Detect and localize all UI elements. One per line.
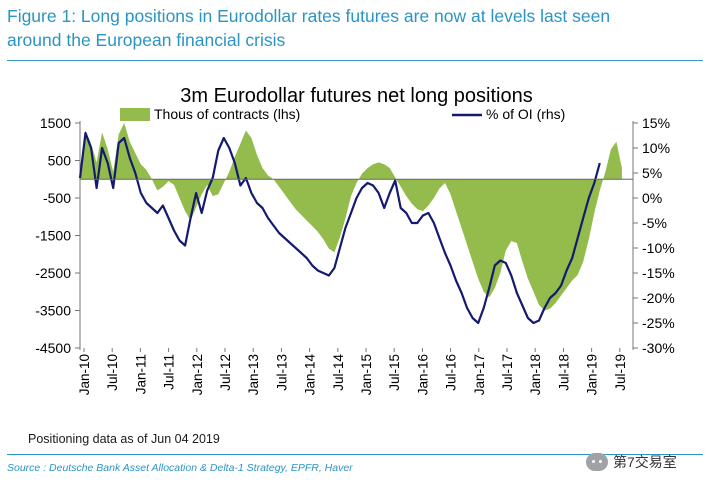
x-tick-label: Jan-14 (303, 354, 318, 396)
figure-title-line-1: Figure 1: Long positions in Eurodollar r… (7, 6, 611, 26)
right-y-tick-label: 5% (642, 165, 662, 181)
x-tick-label: Jul-15 (387, 354, 402, 391)
right-y-tick-label: 0% (642, 190, 662, 206)
right-y-tick-label: -15% (642, 265, 675, 281)
right-y-tick-label: 15% (642, 115, 670, 131)
right-y-tick-label: -25% (642, 315, 675, 331)
legend-area-label: Thous of contracts (lhs) (154, 106, 300, 122)
source-text: Source : Deutsche Bank Asset Allocation … (7, 462, 353, 474)
line-series (78, 131, 601, 325)
x-tick-label: Jan-12 (190, 354, 205, 395)
x-tick-label: Jul-11 (162, 354, 177, 390)
left-y-tick-label: 500 (48, 153, 72, 169)
left-y-tick-label: -4500 (35, 340, 71, 356)
legend-area-swatch (120, 108, 150, 121)
data-note: Positioning data as of Jun 04 2019 (28, 432, 220, 446)
legend-line-label: % of OI (rhs) (486, 106, 565, 122)
left-y-tick-label: -3500 (35, 303, 71, 319)
x-tick-label: Jan-18 (528, 354, 543, 395)
area-series-fill (80, 123, 622, 311)
title-rule (7, 60, 703, 61)
x-tick-label: Jul-14 (331, 354, 346, 391)
left-y-tick-label: 1500 (40, 115, 71, 131)
right-y-tick-label: -10% (642, 240, 675, 256)
x-tick-label: Jul-17 (500, 354, 515, 391)
figure-title: Figure 1: Long positions in Eurodollar r… (7, 4, 703, 52)
x-tick-label: Jan-11 (133, 354, 148, 394)
right-y-tick-label: -5% (642, 215, 667, 231)
right-y-tick-label: -20% (642, 290, 675, 306)
x-tick-label: Jul-16 (444, 354, 459, 391)
left-y-tick-label: -500 (43, 190, 71, 206)
x-tick-label: Jan-16 (415, 354, 430, 395)
source-rule (7, 454, 703, 455)
left-y-tick-label: -1500 (35, 228, 71, 244)
wechat-icon (586, 453, 608, 471)
right-y-tick-label: -30% (642, 340, 675, 356)
x-tick-label: Jul-12 (218, 354, 233, 391)
x-tick-label: Jul-19 (613, 354, 628, 391)
x-tick-label: Jan-15 (359, 354, 374, 395)
figure-title-line-2: around the European financial crisis (7, 30, 286, 50)
chart-title: 3m Eurodollar futures net long positions (180, 85, 532, 107)
watermark-text: 第7交易室 (613, 454, 677, 470)
x-tick-label: Jul-18 (556, 354, 571, 391)
x-tick-label: Jul-13 (274, 354, 289, 391)
x-tick-label: Jul-10 (105, 354, 120, 391)
x-tick-label: Jan-19 (585, 354, 600, 395)
x-tick-label: Jan-10 (77, 354, 92, 395)
x-tick-label: Jan-13 (246, 354, 261, 395)
watermark: 第7交易室 (586, 452, 677, 472)
left-y-tick-label: -2500 (35, 265, 71, 281)
x-tick-label: Jan-17 (472, 354, 487, 395)
right-y-tick-label: 10% (642, 140, 670, 156)
